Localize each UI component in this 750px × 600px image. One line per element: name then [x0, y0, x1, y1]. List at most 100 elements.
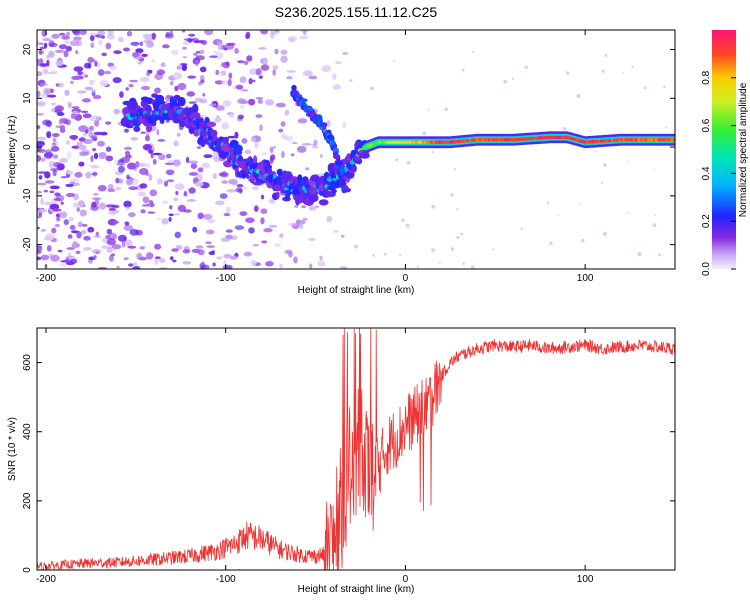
spectrogram-noise-blob — [259, 75, 263, 79]
spectrogram-noise-blob — [99, 79, 109, 87]
spectrogram-noise-blob — [37, 141, 45, 145]
spectrogram-noise-blob — [61, 35, 70, 40]
spectrogram-noise-blob — [284, 109, 290, 116]
spectrogram-noise-dot — [546, 201, 549, 204]
spectrogram-noise-blob — [272, 65, 279, 70]
spectrogram-noise-blob — [123, 225, 134, 231]
spectrogram-noise-blob — [149, 189, 158, 197]
spectrogram-noise-blob — [199, 75, 205, 81]
spectrogram-noise-blob — [335, 61, 342, 65]
spectrogram-noise-blob — [37, 39, 40, 46]
y-tick-label: 0 — [22, 567, 33, 573]
spectrogram-noise-blob — [190, 163, 198, 170]
spectrogram-noise-blob — [188, 187, 196, 194]
spectrogram-noise-dot — [438, 261, 441, 264]
spectrogram-noise-blob — [250, 259, 257, 266]
spectrogram-noise-blob — [172, 159, 181, 167]
spectrogram-noise-blob — [227, 78, 232, 87]
spectrogram-noise-blob — [155, 256, 161, 260]
spectrogram-noise-blob — [128, 83, 134, 88]
spectrogram-noise-blob — [87, 58, 96, 63]
spectrogram-noise-blob — [237, 60, 245, 64]
spectrogram-ridge-halo — [177, 96, 186, 107]
spectrogram-noise-blob — [279, 233, 284, 238]
spectrogram-ridge-halo — [343, 172, 354, 177]
spectrogram-noise-blob — [135, 161, 140, 168]
spectrogram-noise-blob — [203, 154, 213, 159]
x-tick-label: -200 — [36, 574, 56, 585]
spectrogram-noise-blob — [146, 71, 150, 77]
spectrogram-noise-blob — [115, 177, 120, 184]
spectrogram-noise-blob — [221, 80, 228, 85]
spectrogram-noise-blob — [319, 154, 323, 158]
spectrogram-noise-blob — [260, 30, 269, 35]
spectrogram-noise-blob — [60, 201, 64, 205]
spectrogram-noise-blob — [255, 114, 263, 118]
spectrogram-noise-blob — [254, 142, 259, 149]
x-tick-label: 0 — [403, 273, 409, 284]
spectrogram-noise-blob — [302, 30, 307, 36]
spectrogram-ridge-halo — [207, 121, 217, 128]
spectrogram-noise-blob — [197, 212, 204, 220]
spectrogram-branch-halo — [333, 153, 340, 160]
spectrogram-noise-blob — [66, 151, 72, 159]
spectrogram-noise-blob — [168, 213, 174, 217]
spectrogram-noise-blob — [128, 186, 138, 191]
spectrogram-noise-blob — [261, 240, 268, 244]
spectrogram-noise-blob — [54, 105, 64, 112]
spectrogram-noise-blob — [82, 132, 87, 137]
spectrogram-noise-blob — [199, 98, 208, 104]
spectrogram-noise-dot — [663, 85, 666, 89]
spectrogram-noise-blob — [165, 169, 175, 176]
spectrogram-ridge-halo — [140, 99, 149, 108]
spectrogram-noise-blob — [260, 208, 268, 214]
snr-series-line — [37, 328, 675, 570]
spectrogram-noise-blob — [182, 56, 187, 59]
spectrogram-noise-blob — [133, 262, 138, 266]
spectrogram-noise-blob — [37, 256, 42, 261]
x-tick-label: -100 — [216, 574, 236, 585]
spectrogram-noise-blob — [177, 82, 187, 91]
spectrogram-noise-blob — [37, 112, 44, 116]
spectrogram-noise-dot — [406, 160, 411, 165]
spectrogram-noise-blob — [97, 69, 105, 76]
spectrogram-noise-blob — [274, 48, 279, 55]
spectrogram-noise-blob — [111, 244, 122, 250]
spectrogram-noise-blob — [65, 192, 76, 198]
spectrogram-noise-blob — [105, 121, 112, 125]
spectrogram-noise-dot — [427, 108, 430, 111]
spectrogram-noise-blob — [226, 42, 236, 46]
spectrogram-noise-blob — [182, 261, 192, 265]
spectrogram-noise-blob — [234, 225, 245, 231]
spectrogram-noise-dot — [395, 158, 399, 162]
spectrogram-noise-blob — [59, 158, 69, 163]
spectrogram-noise-blob — [182, 46, 187, 50]
spectrogram-ridge-halo — [146, 97, 154, 105]
spectrogram-noise-blob — [93, 255, 97, 260]
spectrogram-noise-blob — [208, 251, 214, 256]
spectrogram-noise-blob — [297, 118, 308, 124]
spectrogram-noise-blob — [174, 183, 185, 191]
spectrogram-noise-blob — [142, 196, 150, 204]
spectrogram-noise-blob — [65, 183, 74, 188]
spectrogram-x-label: Height of straight line (km) — [298, 285, 415, 296]
snr-panel: -200 -100 0 100 0 200 400 600 Height of straig… — [7, 327, 676, 595]
spectrogram-noise-blob — [162, 200, 169, 205]
spectrogram-noise-blob — [168, 216, 172, 222]
spectrogram-noise-blob — [43, 68, 49, 75]
colorbar-tick-label: 0.2 — [701, 214, 712, 228]
spectrogram-noise-blob — [93, 94, 102, 100]
spectrogram-noise-blob — [64, 258, 70, 263]
spectrogram-noise-blob — [259, 124, 263, 132]
spectrogram-y-ticks: -20 -10 0 10 20 — [22, 44, 675, 252]
spectrogram-noise-dot — [405, 223, 410, 228]
spectrogram-noise-blob — [245, 33, 250, 39]
spectrogram-noise-blob — [138, 191, 146, 197]
spectrogram-noise-blob — [46, 131, 52, 139]
spectrogram-noise-blob — [260, 64, 270, 71]
spectrogram-noise-blob — [113, 50, 122, 54]
spectrogram-noise-blob — [221, 122, 229, 130]
spectrogram-noise-blob — [141, 86, 151, 90]
spectrogram-noise-dot — [654, 214, 657, 216]
spectrogram-noise-blob — [221, 180, 229, 184]
